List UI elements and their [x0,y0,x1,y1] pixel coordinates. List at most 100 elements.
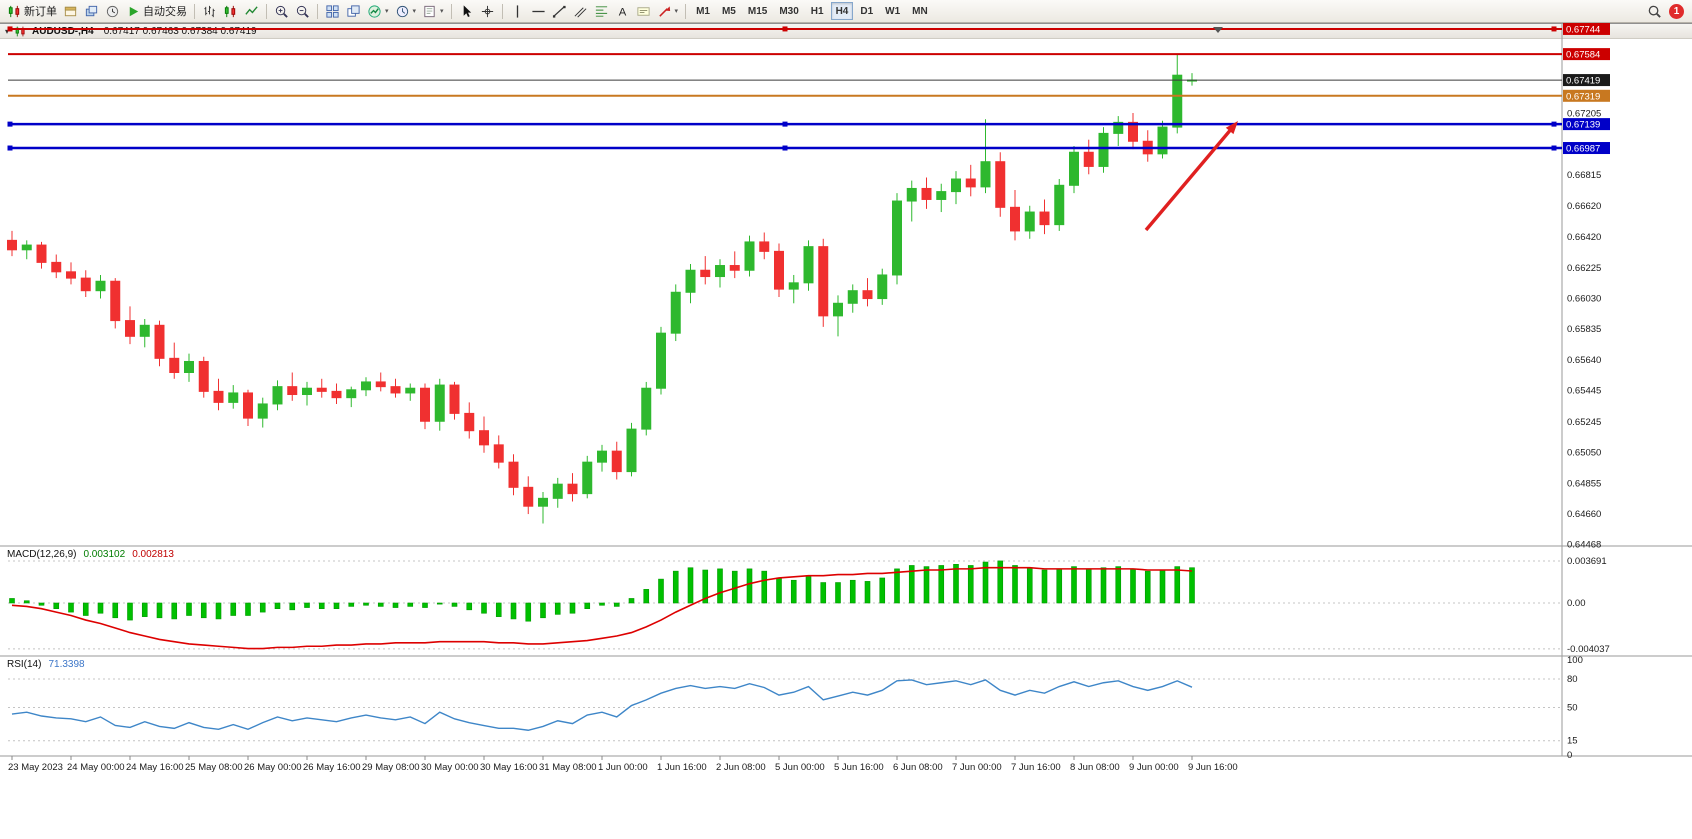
zoom-in-button[interactable] [271,1,292,21]
rsi-axis-label: 0 [1567,750,1572,761]
equidistant-channel-button[interactable] [570,1,591,21]
candle-body [464,412,475,432]
crosshair-button[interactable] [477,1,498,21]
timeframe-D1-button[interactable]: D1 [855,2,878,20]
zoom-out-button[interactable] [292,1,313,21]
line-handle[interactable] [1551,121,1557,127]
price-axis-label: 0.66620 [1567,201,1601,212]
candle-body [169,357,180,373]
macd-bar [186,602,192,616]
vertical-line-button[interactable] [507,1,528,21]
line-handle[interactable] [782,121,788,127]
timeframe-M5-button[interactable]: M5 [717,2,741,20]
candle-body [685,269,696,293]
vline-icon [510,4,525,19]
indicators-button[interactable]: ▾ [364,1,392,21]
candle-body [331,390,342,399]
search-button[interactable] [1644,1,1665,21]
new-chart-button[interactable] [60,1,81,21]
cursor-button[interactable] [456,1,477,21]
macd-bar [1056,568,1063,604]
window-menu-icon[interactable]: ▾ [5,26,10,36]
new-order-icon [7,4,22,19]
candle-body [361,381,371,391]
channel-icon [573,4,588,19]
timeframe-M1-button[interactable]: M1 [691,2,715,20]
line-handle[interactable] [1551,26,1557,32]
macd-bar [171,602,178,620]
svg-text:A: A [618,6,626,18]
candle-body [995,161,1006,208]
date-axis-label: 29 May 08:00 [362,762,420,773]
macd-bar [318,602,325,609]
candle-body [508,461,519,488]
cascade-windows-button[interactable] [343,1,364,21]
candle-body [892,200,902,276]
magnifier-icon [1647,4,1662,19]
timeframe-H1-button[interactable]: H1 [806,2,829,20]
candle-body [110,280,121,322]
macd-bar [1071,566,1077,604]
rsi-line [11,679,1193,731]
tile-windows-button[interactable] [322,1,343,21]
candlestick-chart-button[interactable] [220,1,241,21]
timeframe-M15-button[interactable]: M15 [743,2,772,20]
candle-body [213,390,224,403]
timeframe-MN-button[interactable]: MN [907,2,933,20]
trendline-button[interactable] [549,1,570,21]
candle-body [420,387,430,422]
text-label-button[interactable] [633,1,654,21]
macd-bar [9,598,15,604]
macd-bar [776,577,782,604]
main-toolbar: 新订单 自动交易 ▾ ▾ ▾ A ▾ M1 M5 M15 M30 H1 H4 D1 W1 MN 1 [0,0,1692,23]
line-chart-button[interactable] [241,1,262,21]
date-axis-label: 7 Jun 00:00 [952,762,1002,773]
macd-bar [894,568,900,604]
timeframe-W1-button[interactable]: W1 [880,2,905,20]
bar-chart-button[interactable] [199,1,220,21]
fibonacci-button[interactable] [591,1,612,21]
candle-body [788,282,799,290]
price-axis-label: 0.64468 [1567,539,1601,550]
line-handle[interactable] [7,121,13,127]
trend-arrow[interactable] [1144,126,1234,232]
chart-shift-marker[interactable] [1213,27,1223,33]
candle-body [597,450,607,463]
line-handle[interactable] [7,145,13,151]
profiles-button[interactable] [81,1,102,21]
strategy-tester-button[interactable] [102,1,123,21]
macd-bar [997,560,1004,604]
price-tag-label: 0.67744 [1566,24,1600,35]
price-axis-label: 0.67205 [1567,109,1601,120]
date-axis-label: 26 May 00:00 [244,762,302,773]
macd-bar [97,602,104,614]
zoom-out-icon [295,4,310,19]
line-handle[interactable] [1551,145,1557,151]
macd-bar [790,579,797,604]
candle-body [670,291,681,334]
date-axis-label: 26 May 16:00 [303,762,361,773]
new-order-button[interactable]: 新订单 [4,1,60,21]
periods-button[interactable]: ▾ [392,1,420,21]
line-handle[interactable] [782,145,788,151]
price-axis-label: 0.66420 [1567,232,1601,243]
chart-window-titlebar[interactable]: ▾ AUDUSD-,H4 0.67417 0.67463 0.67384 0.6… [0,23,1692,39]
candle-body [1098,132,1109,167]
line-handle[interactable] [7,26,13,32]
horizontal-line-button[interactable] [528,1,549,21]
timeframe-H4-button[interactable]: H4 [830,2,854,20]
macd-bar [333,602,340,609]
price-tag-label: 0.66987 [1566,144,1600,155]
line-handle[interactable] [782,26,788,32]
autotrading-button[interactable]: 自动交易 [123,1,190,21]
templates-button[interactable]: ▾ [419,1,447,21]
macd-bar [1130,568,1136,604]
date-axis-label: 2 Jun 08:00 [716,762,766,773]
timeframe-M30-button[interactable]: M30 [774,2,803,20]
arrows-button[interactable]: ▾ [654,1,682,21]
text-button[interactable]: A [612,1,633,21]
date-axis-label: 25 May 08:00 [185,762,243,773]
date-axis-label: 8 Jun 08:00 [1070,762,1120,773]
notification-badge[interactable]: 1 [1669,3,1684,19]
